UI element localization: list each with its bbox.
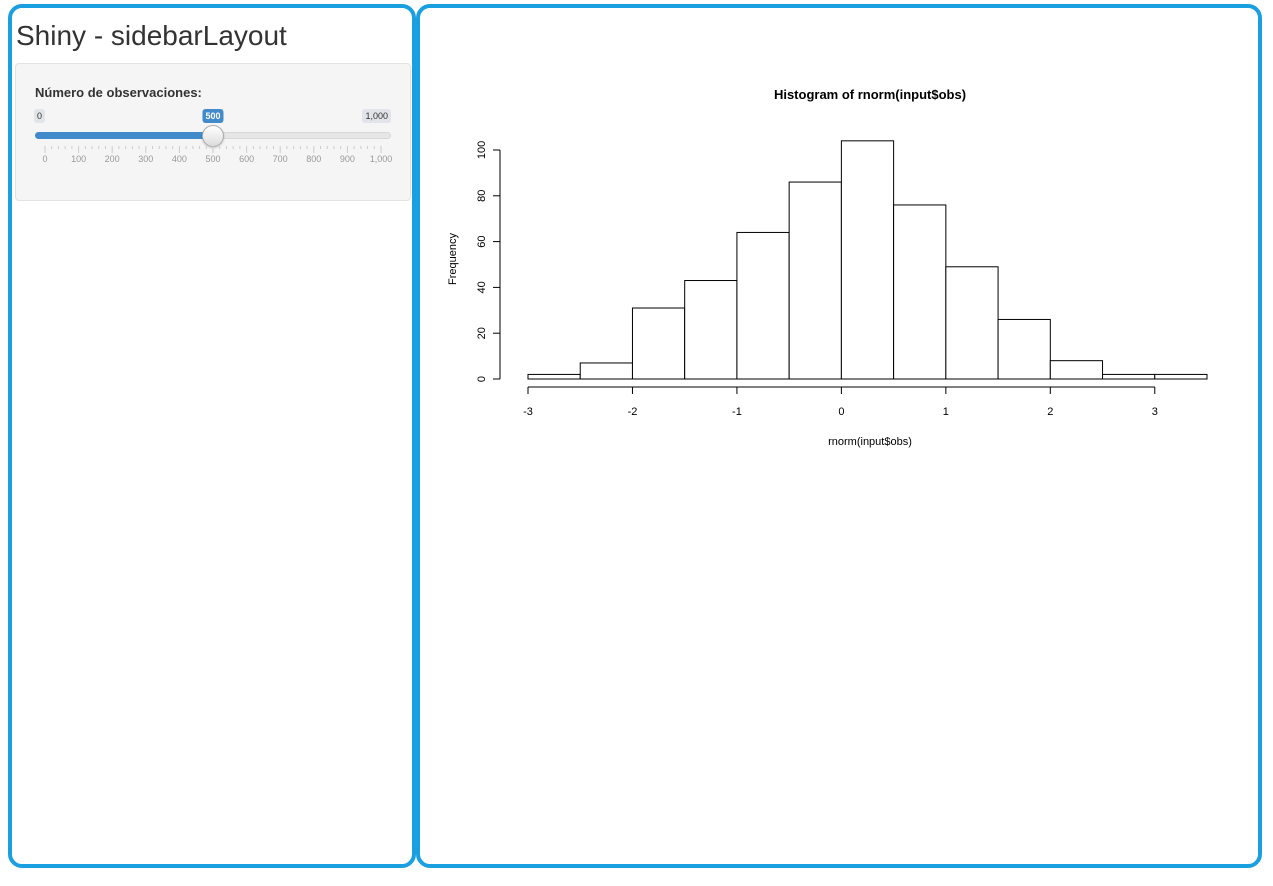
histogram-bar (684, 280, 738, 380)
x-tick-label: -1 (732, 406, 742, 418)
slider-well: Número de observaciones: 0 1,000 500 0 10… (15, 63, 411, 201)
page-title: Shiny - sidebarLayout (16, 20, 287, 51)
slider-fill (35, 132, 213, 139)
x-tick-label: -2 (628, 406, 638, 418)
histogram-bar (736, 231, 790, 380)
x-tick-label: 3 (1152, 406, 1158, 418)
histogram-bar (945, 266, 999, 380)
slider-value-badge: 500 (202, 109, 224, 123)
slider-grid-label: 500 (205, 154, 220, 164)
slider-grid-label: 300 (138, 154, 153, 164)
slider-grid-label: 600 (239, 154, 254, 164)
histogram-bar (788, 181, 842, 380)
slider-max-badge: 1,000 (362, 109, 391, 123)
histogram-bar (1049, 360, 1104, 380)
slider-grid-label: 900 (340, 154, 355, 164)
y-tick-label: 100 (476, 141, 488, 159)
slider-grid-label: 1,000 (370, 154, 393, 164)
slider-grid-label: 100 (71, 154, 86, 164)
y-axis: 0 20 40 60 80 100 (476, 141, 501, 382)
y-tick-label: 20 (476, 327, 488, 339)
slider-grid-label: 800 (306, 154, 321, 164)
histogram-plot: Histogram of rnorm(input$obs) rnorm(inpu… (447, 87, 1208, 448)
x-axis-label: rnorm(input$obs) (828, 436, 912, 448)
slider-grid-label: 700 (273, 154, 288, 164)
histogram-bar (1154, 373, 1208, 380)
chart-title: Histogram of rnorm(input$obs) (774, 87, 966, 102)
histogram-bar (1102, 373, 1156, 380)
histogram-bar (579, 362, 633, 380)
slider-min-badge: 0 (34, 109, 46, 123)
slider-grid-label: 200 (105, 154, 120, 164)
histogram-bar (527, 373, 581, 380)
y-tick-label: 40 (476, 281, 488, 293)
y-axis-label: Frequency (447, 233, 459, 285)
y-tick-label: 80 (476, 190, 488, 202)
histogram-bar (840, 140, 895, 380)
x-tick-label: 0 (838, 406, 844, 418)
histogram-bar (997, 318, 1051, 380)
slider-label: Número de observaciones: (35, 85, 202, 100)
y-tick-label: 60 (476, 235, 488, 247)
histogram-bars (527, 140, 1208, 380)
x-tick-label: 2 (1047, 406, 1053, 418)
x-axis: -3 -2 -1 0 1 2 3 (523, 386, 1158, 418)
main-panel: Histogram of rnorm(input$obs) rnorm(inpu… (416, 4, 1262, 868)
sidebar-panel: Shiny - sidebarLayout Número de observac… (8, 4, 416, 868)
slider-grid-label: 400 (172, 154, 187, 164)
histogram-bar (631, 307, 686, 380)
y-tick-label: 0 (476, 376, 488, 382)
x-tick-label: -3 (523, 406, 533, 418)
histogram-bar (893, 204, 947, 380)
slider-grid-label: 0 (42, 154, 47, 164)
slider-grid: 0 100 200 300 400 500 600 700 800 900 1,000 (42, 146, 393, 164)
x-tick-label: 1 (943, 406, 949, 418)
